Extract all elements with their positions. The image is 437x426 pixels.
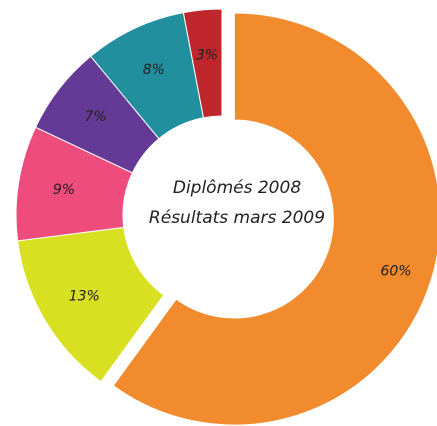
chart-title: Diplômés 2008: [173, 178, 301, 198]
value-label: 60%: [380, 264, 411, 280]
slice: [112, 12, 437, 426]
value-label: 13%: [69, 288, 100, 304]
value-label: 9%: [53, 182, 75, 198]
value-label: 7%: [84, 109, 106, 125]
slice: [182, 8, 223, 119]
slices: [15, 8, 437, 426]
slice: [17, 226, 165, 383]
value-label: 8%: [143, 62, 165, 78]
value-label: 3%: [196, 48, 218, 64]
chart-subtitle: Résultats mars 2009: [149, 208, 325, 228]
